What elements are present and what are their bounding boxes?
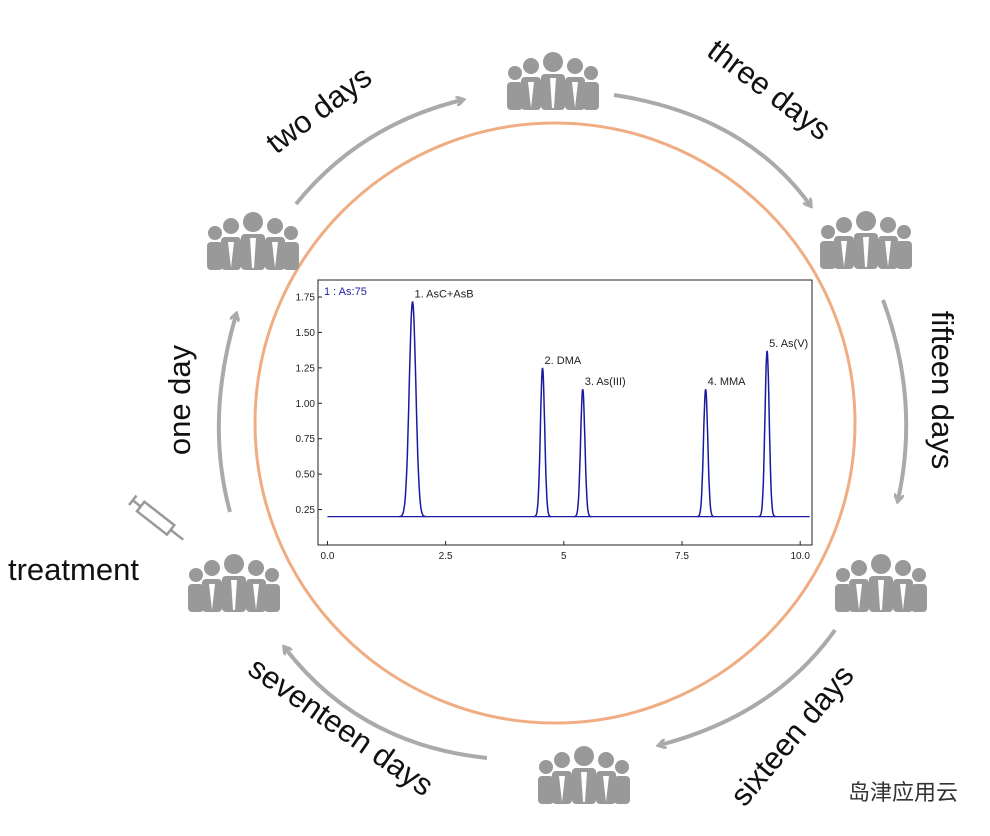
x-tick-label: 5: [561, 551, 567, 562]
x-tick-label: 0.0: [321, 551, 335, 562]
label-one-day: one day: [162, 344, 197, 455]
y-tick-label: 1.00: [296, 399, 316, 410]
x-tick-label: 2.5: [439, 551, 453, 562]
syringe-icon: [128, 494, 184, 541]
peak-label: 1. AsC+AsB: [415, 288, 474, 300]
chromatogram: 0.25 0.50 0.75 1.00 1.25 1.50 1.75 0.0 2.5 5 7.5 10…: [296, 288, 811, 562]
watermark: 岛津应用云: [848, 780, 958, 805]
label-seventeen-days: seventeen days: [242, 650, 440, 803]
peak: [399, 301, 426, 518]
peak-label: 5. As(V): [769, 338, 808, 350]
y-tick-label: 1.75: [296, 293, 316, 304]
y-tick-label: 0.75: [296, 434, 316, 445]
y-tick-label: 0.50: [296, 470, 316, 481]
trace-label: 1 : As:75: [324, 286, 367, 298]
y-tick-label: 1.50: [296, 328, 316, 339]
arrows: [216, 93, 909, 760]
peak-label: 3. As(III): [585, 376, 626, 388]
cycle-ring: [253, 121, 857, 725]
y-tick-label: 1.25: [296, 363, 316, 374]
peak: [533, 367, 552, 518]
peak: [758, 350, 776, 518]
x-tick-label: 10.0: [790, 551, 810, 562]
label-fifteen-days: fifteen days: [925, 311, 960, 470]
label-sixteen-days: sixteen days: [723, 658, 861, 813]
label-treatment: treatment: [8, 552, 139, 587]
chart-frame: [317, 279, 813, 546]
peak-label: 2. DMA: [545, 355, 582, 367]
x-tick-label: 7.5: [675, 551, 689, 562]
peak: [574, 388, 592, 518]
peak: [697, 388, 715, 518]
y-tick-label: 0.25: [296, 505, 316, 516]
peak-label: 4. MMA: [708, 376, 747, 388]
